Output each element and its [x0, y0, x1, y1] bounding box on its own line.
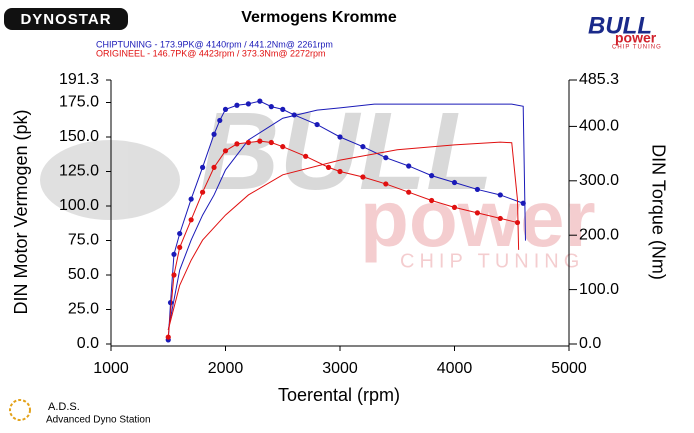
series-point: [211, 164, 217, 170]
series-point: [406, 189, 412, 195]
series-point: [497, 215, 503, 222]
series-point: [280, 106, 286, 112]
y2-tick-label: 485.3: [579, 71, 619, 88]
series-point: [474, 186, 480, 193]
series-point: [360, 174, 366, 180]
series-point: [234, 102, 240, 108]
y2-tick-label: 400.0: [579, 118, 619, 135]
y-tick-label: 150.0: [59, 128, 99, 145]
series-point: [177, 230, 183, 237]
series-point: [171, 272, 177, 278]
series-point: [217, 117, 223, 124]
ads-text: A.D.S.: [48, 401, 80, 413]
series-point: [188, 217, 194, 223]
series-line: [167, 103, 526, 330]
dynostar-logo: [4, 8, 128, 30]
series-point: [406, 163, 412, 169]
series-point: [514, 219, 521, 226]
series-line: [167, 141, 520, 330]
chip-logo: CHIP TUNING: [612, 45, 662, 51]
y2-tick-label: 300.0: [579, 172, 619, 189]
series-point: [474, 210, 480, 216]
series-point: [325, 164, 332, 170]
series-point: [268, 104, 274, 110]
series-point: [280, 144, 286, 150]
x-tick-label: 1000: [93, 360, 129, 377]
series-point: [268, 139, 274, 146]
series-point: [245, 139, 251, 146]
series-point: [383, 181, 389, 187]
y-tick-label: 191.3: [59, 71, 99, 88]
series-point: [451, 179, 458, 186]
y-tick-label: 75.0: [68, 232, 99, 249]
series-point: [245, 101, 251, 107]
legend-entry: ORIGINEEL - 146.7PK@ 4423rpm / 373.3Nm@ …: [96, 48, 326, 58]
y-tick-label: 100.0: [59, 197, 99, 214]
series-point: [451, 204, 458, 210]
ads-full-text: Advanced Dyno Station: [46, 415, 151, 426]
series-point: [383, 155, 389, 161]
bull-logo: BULL: [588, 12, 652, 39]
series-point: [171, 251, 177, 257]
series-point: [303, 153, 309, 159]
legend-entry: CHIPTUNING - 173.9PK@ 4140rpm / 441.2Nm@…: [96, 39, 333, 49]
y-tick-label: 50.0: [68, 266, 99, 283]
series-point: [188, 196, 194, 202]
x-tick-label: 3000: [322, 360, 358, 377]
y-tick-label: 0.0: [77, 335, 99, 352]
x-tick-label: 2000: [208, 360, 244, 377]
ads-icon: [9, 399, 31, 421]
series-point: [360, 144, 366, 150]
power-logo: power: [615, 30, 657, 46]
series-point: [167, 299, 174, 306]
series-point: [429, 173, 435, 179]
series-point: [429, 197, 435, 204]
series-point: [337, 134, 343, 140]
x-tick-label: 5000: [551, 360, 587, 377]
x-axis-label: Toerental (rpm): [278, 385, 400, 405]
series-point: [222, 148, 229, 154]
x-tick-label: 4000: [437, 360, 473, 377]
y2-tick-label: 200.0: [579, 226, 619, 243]
y-tick-label: 175.0: [59, 94, 99, 111]
dynostar-text: DYNOSTAR: [20, 11, 111, 28]
y2-tick-label: 0.0: [579, 335, 601, 352]
watermark: BULL: [40, 90, 493, 220]
series-point: [257, 98, 263, 104]
series-point: [211, 131, 217, 137]
y2-axis-label: DIN Torque (Nm): [648, 144, 668, 280]
series-point: [257, 138, 263, 144]
series-point: [222, 106, 229, 112]
y2-tick-label: 100.0: [579, 281, 619, 298]
series-point: [177, 244, 183, 250]
watermark-chip-text: CHIP TUNING: [400, 250, 584, 272]
watermark-bull: [40, 140, 180, 220]
series-point: [234, 141, 240, 147]
y-tick-label: 25.0: [68, 301, 99, 318]
series-point: [497, 192, 503, 198]
series-point: [337, 168, 343, 175]
watermark-bull-text: BULL: [200, 90, 493, 213]
series-point: [165, 334, 171, 340]
series-point: [314, 121, 320, 128]
chart-title: Vermogens Kromme: [241, 9, 397, 26]
y-tick-label: 125.0: [59, 163, 99, 180]
series-point: [200, 189, 206, 195]
series-point: [200, 164, 206, 170]
y-axis-label: DIN Motor Vermogen (pk): [11, 109, 31, 314]
